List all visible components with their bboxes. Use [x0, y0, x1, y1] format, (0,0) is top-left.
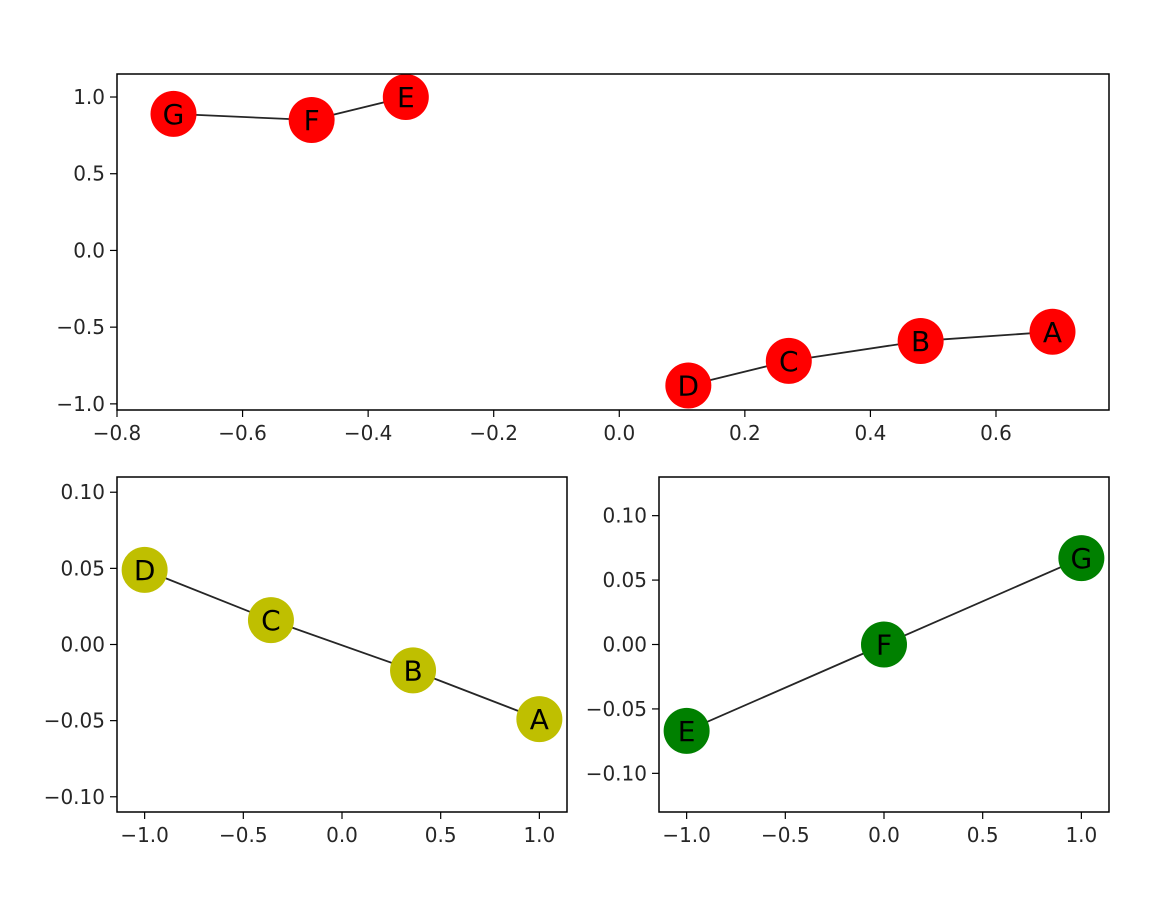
node-d	[665, 362, 712, 409]
node-c	[247, 597, 294, 644]
y-tick-label: −0.5	[56, 315, 105, 339]
axes-frame	[116, 73, 1110, 411]
x-tick-label: −0.6	[218, 421, 267, 445]
y-tick-label: 0.05	[602, 568, 647, 592]
node-c	[765, 337, 812, 384]
bottom-left-network-panel: −1.0 −0.5 0.0 0.5 1.0 −0.10 −0.05 0.00 0.05 0.10 D…	[44, 476, 568, 847]
x-tick-label: 0.6	[980, 421, 1012, 445]
edge-c-b	[270, 619, 414, 672]
y-tick-label: −0.05	[586, 697, 647, 721]
y-tick-label: 0.10	[60, 480, 105, 504]
node-label-e: E	[678, 715, 696, 748]
edge-e-f	[686, 643, 885, 732]
node-f	[288, 97, 335, 144]
node-label-d: D	[678, 369, 700, 402]
node-g	[150, 90, 197, 137]
y-tick-label: −0.10	[44, 785, 105, 809]
node-label-e: E	[397, 81, 415, 114]
x-tick-label: −0.5	[219, 823, 268, 847]
node-e	[663, 707, 710, 754]
x-tick-label: 0.4	[855, 421, 887, 445]
x-tick-label: 0.0	[603, 421, 635, 445]
y-tick-label: −0.05	[44, 709, 105, 733]
node-label-c: C	[779, 345, 799, 378]
x-tick-label: 0.5	[967, 823, 999, 847]
node-label-f: F	[876, 629, 892, 662]
node-b	[897, 317, 944, 364]
node-label-a: A	[1043, 316, 1062, 349]
y-tick-label: 1.0	[73, 85, 105, 109]
node-a	[516, 696, 563, 743]
edge-f-g	[173, 112, 312, 121]
x-tick-label: 1.0	[523, 823, 555, 847]
top-network-panel: −0.8 −0.6 −0.4 −0.2 0.0 0.2 0.4 0.6 −1.0 −0.5 0.0 0…	[56, 73, 1110, 445]
node-label-d: D	[134, 554, 156, 587]
node-label-b: B	[403, 654, 422, 687]
node-d	[121, 546, 168, 593]
node-b	[390, 647, 437, 694]
node-a	[1029, 308, 1076, 355]
edge-f-g	[883, 557, 1082, 646]
axes-frame	[658, 476, 1110, 813]
y-tick-label: 0.10	[602, 504, 647, 528]
y-tick-label: 0.00	[602, 633, 647, 657]
x-tick-label: 0.0	[868, 823, 900, 847]
node-label-b: B	[911, 325, 930, 358]
y-tick-label: −0.10	[586, 761, 647, 785]
y-tick-label: 0.0	[73, 238, 105, 262]
node-label-g: G	[163, 98, 185, 131]
x-tick-label: −0.2	[469, 421, 518, 445]
node-e	[382, 74, 429, 121]
x-tick-label: −0.5	[761, 823, 810, 847]
x-tick-label: 0.5	[425, 823, 457, 847]
y-tick-label: 0.5	[73, 162, 105, 186]
axes-frame	[116, 476, 568, 813]
y-tick-label: 0.05	[60, 556, 105, 580]
x-tick-label: −1.0	[662, 823, 711, 847]
x-tick-label: −0.8	[93, 421, 142, 445]
node-label-c: C	[261, 604, 281, 637]
node-label-f: F	[304, 104, 320, 137]
node-g	[1058, 535, 1105, 582]
node-label-a: A	[530, 703, 549, 736]
x-tick-label: 1.0	[1065, 823, 1097, 847]
y-tick-label: −1.0	[56, 392, 105, 416]
node-label-g: G	[1071, 542, 1093, 575]
x-tick-label: −0.4	[344, 421, 393, 445]
y-tick-label: 0.00	[60, 633, 105, 657]
x-tick-label: −1.0	[120, 823, 169, 847]
x-tick-label: 0.0	[326, 823, 358, 847]
node-f	[861, 621, 907, 668]
x-tick-label: 0.2	[729, 421, 761, 445]
bottom-right-network-panel: −1.0 −0.5 0.0 0.5 1.0 −0.10 −0.05 0.00 0.05 0.10 E…	[586, 476, 1110, 847]
